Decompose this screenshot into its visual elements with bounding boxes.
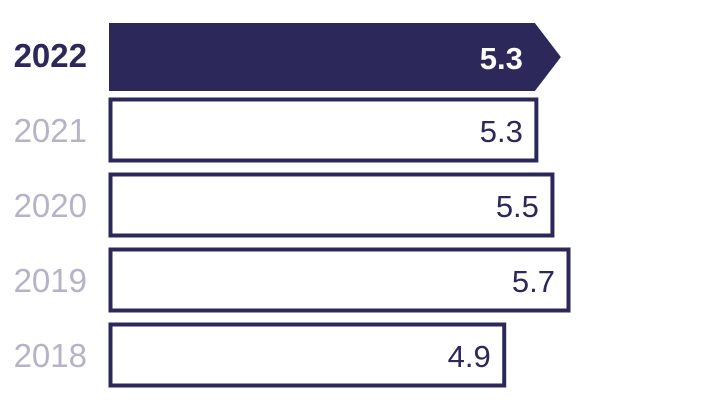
bar-2018 [108,322,507,388]
category-label-2021: 2021 [14,112,87,149]
value-label-2019: 5.7 [512,264,555,299]
bar-2019 [108,247,571,313]
value-label-2020: 5.5 [496,189,539,224]
value-label-2021: 5.3 [480,114,523,149]
category-label-2018: 2018 [14,337,87,374]
value-label-2018: 4.9 [448,339,491,374]
bar-2021 [108,97,539,163]
category-label-2019: 2019 [14,262,87,299]
bar-2022 [109,23,561,91]
category-label-2020: 2020 [14,187,87,224]
bar-2020 [108,172,555,238]
category-label-2022: 2022 [14,37,87,74]
value-label-2022: 5.3 [480,41,523,76]
